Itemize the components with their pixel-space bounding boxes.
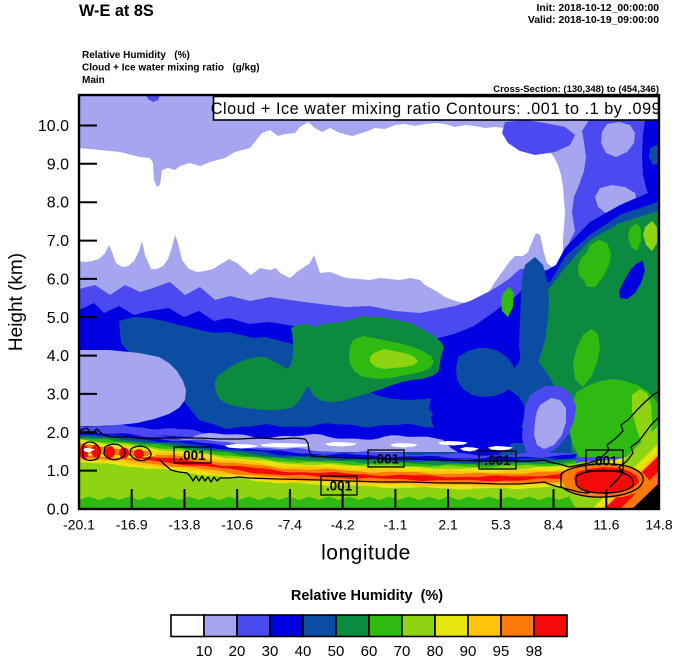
svg-text:50: 50 <box>328 643 345 660</box>
svg-text:80: 80 <box>427 643 444 660</box>
svg-text:8.0: 8.0 <box>47 195 69 212</box>
svg-text:11.6: 11.6 <box>593 517 619 533</box>
svg-text:-1.1: -1.1 <box>383 517 407 533</box>
svg-text:6.0: 6.0 <box>47 271 69 288</box>
svg-text:.001: .001 <box>373 452 400 467</box>
svg-text:98: 98 <box>526 643 543 660</box>
svg-text:1.0: 1.0 <box>47 463 69 480</box>
svg-text:10: 10 <box>196 643 213 660</box>
svg-text:8.4: 8.4 <box>544 517 564 533</box>
svg-text:W-E at 8S: W-E at 8S <box>79 2 154 20</box>
svg-text:95: 95 <box>493 643 510 660</box>
svg-text:9.0: 9.0 <box>47 156 69 173</box>
svg-text:Valid: 2018-10-19_09:00:00: Valid: 2018-10-19_09:00:00 <box>528 15 659 26</box>
svg-text:.001: .001 <box>484 453 511 468</box>
svg-text:20: 20 <box>229 643 246 660</box>
svg-text:2.1: 2.1 <box>438 517 458 533</box>
svg-text:.001: .001 <box>326 479 353 494</box>
svg-text:Relative Humidity (%): Relative Humidity (%) <box>82 50 190 61</box>
svg-text:.001: .001 <box>179 448 206 463</box>
svg-text:40: 40 <box>295 643 312 660</box>
svg-text:Cross-Section: (130,348) to (4: Cross-Section: (130,348) to (454,346) <box>493 84 659 95</box>
svg-text:-20.1: -20.1 <box>63 517 95 533</box>
svg-text:70: 70 <box>394 643 411 660</box>
svg-text:4.0: 4.0 <box>47 348 69 365</box>
svg-text:-16.9: -16.9 <box>116 517 148 533</box>
svg-text:0.0: 0.0 <box>47 502 69 519</box>
svg-text:Main: Main <box>82 75 105 86</box>
svg-text:Cloud + Ice water mixing ratio: Cloud + Ice water mixing ratio (g/kg) <box>82 63 260 74</box>
svg-text:30: 30 <box>262 643 279 660</box>
svg-text:5.3: 5.3 <box>491 517 511 533</box>
svg-text:7.0: 7.0 <box>47 233 69 250</box>
svg-text:90: 90 <box>460 643 477 660</box>
svg-text:Cloud + Ice water mixing ratio: Cloud + Ice water mixing ratio Contours:… <box>211 100 661 118</box>
svg-text:-4.2: -4.2 <box>331 517 355 533</box>
svg-text:5.0: 5.0 <box>47 310 69 327</box>
svg-text:3.0: 3.0 <box>47 386 69 403</box>
svg-text:10.0: 10.0 <box>38 118 69 135</box>
svg-text:2.0: 2.0 <box>47 425 69 442</box>
svg-text:-13.8: -13.8 <box>169 517 201 533</box>
svg-text:Height (km): Height (km) <box>6 253 27 351</box>
svg-text:14.8: 14.8 <box>645 517 672 533</box>
svg-text:.001: .001 <box>591 454 618 469</box>
svg-text:longitude: longitude <box>321 542 411 565</box>
svg-text:Relative Humidity (%): Relative Humidity (%) <box>291 588 443 604</box>
svg-text:60: 60 <box>361 643 378 660</box>
svg-text:-10.6: -10.6 <box>221 517 253 533</box>
svg-text:Init: 2018-10-12_00:00:00: Init: 2018-10-12_00:00:00 <box>537 3 660 14</box>
svg-text:-7.4: -7.4 <box>278 517 302 533</box>
